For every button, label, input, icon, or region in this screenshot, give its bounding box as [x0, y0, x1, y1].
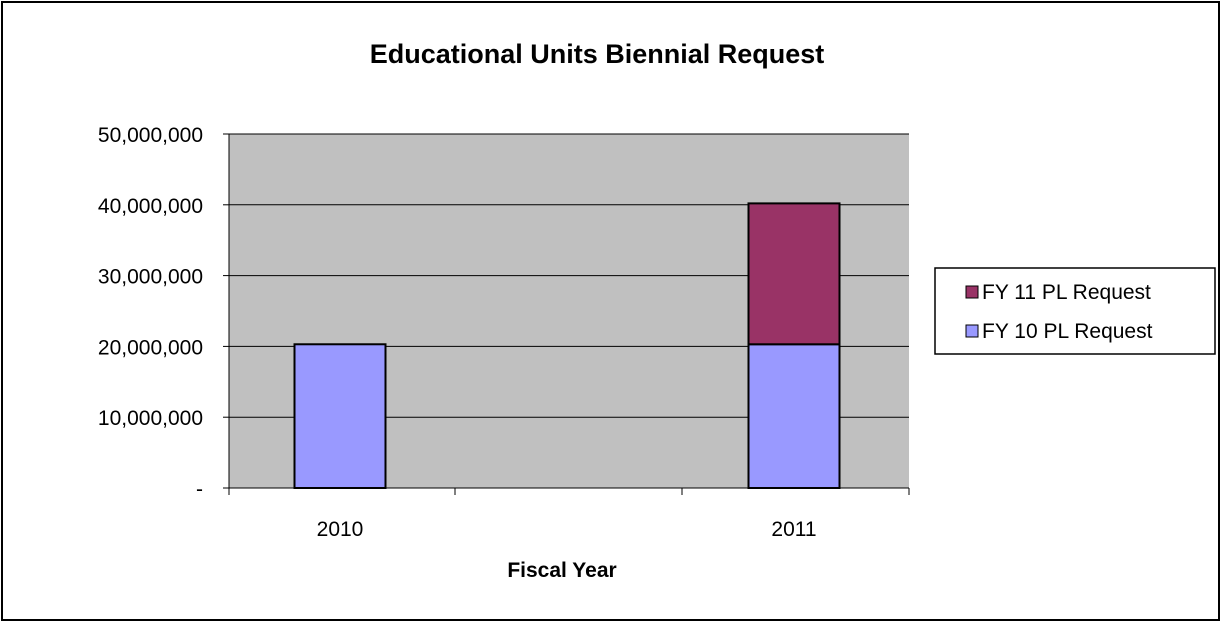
bar-2011-series-0 — [747, 343, 841, 489]
legend-label: FY 10 PL Request — [982, 320, 1153, 343]
x-axis-title: Fiscal Year — [507, 559, 616, 582]
y-tick-label: 40,000,000 — [98, 195, 203, 218]
y-tick-label: 20,000,000 — [98, 336, 203, 359]
x-tick-labels: 2010 2011 — [317, 518, 817, 541]
y-tick-label: 50,000,000 — [98, 124, 203, 147]
y-tick-label: 30,000,000 — [98, 266, 203, 289]
legend-swatch — [965, 285, 979, 299]
chart-title: Educational Units Biennial Request — [370, 39, 825, 69]
legend: FY 11 PL Request FY 10 PL Request — [934, 267, 1216, 355]
legend-box — [934, 267, 1216, 355]
bars — [293, 202, 841, 489]
y-tick-label: 10,000,000 — [98, 407, 203, 430]
legend-label: FY 11 PL Request — [982, 281, 1151, 304]
y-tick-labels: - 10,000,000 20,000,000 30,000,000 40,000,00… — [98, 124, 203, 501]
axes — [223, 133, 910, 495]
bar-2011-series-1 — [747, 202, 841, 346]
y-tick-label: - — [196, 478, 203, 501]
legend-swatch — [965, 324, 979, 338]
bar-2010-series-0 — [293, 343, 387, 489]
x-tick-label: 2011 — [771, 518, 816, 541]
x-tick-label: 2010 — [317, 518, 364, 541]
